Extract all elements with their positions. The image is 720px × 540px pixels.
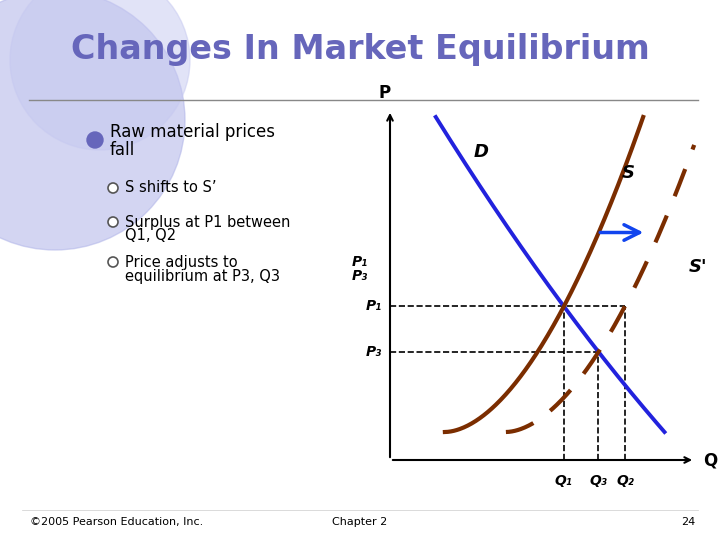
Text: Surplus at P1 between: Surplus at P1 between (125, 214, 290, 230)
Circle shape (0, 0, 185, 250)
Text: Price adjusts to: Price adjusts to (125, 254, 238, 269)
Circle shape (108, 217, 118, 227)
Text: Q: Q (703, 451, 717, 469)
Text: Raw material prices: Raw material prices (110, 123, 275, 141)
Text: P: P (379, 84, 391, 102)
Text: S: S (621, 164, 634, 182)
Text: Q₂: Q₂ (616, 474, 634, 488)
Text: S shifts to S’: S shifts to S’ (125, 180, 217, 195)
Text: Q₁: Q₁ (555, 474, 573, 488)
Text: Chapter 2: Chapter 2 (333, 517, 387, 527)
Text: P₁: P₁ (366, 299, 382, 313)
Circle shape (10, 0, 190, 150)
Circle shape (108, 183, 118, 193)
Text: Changes In Market Equilibrium: Changes In Market Equilibrium (71, 33, 649, 66)
Text: Q₃: Q₃ (590, 474, 608, 488)
FancyArrowPatch shape (600, 225, 639, 240)
Text: P₁: P₁ (352, 255, 368, 269)
Text: P₃: P₃ (352, 269, 368, 283)
Text: S': S' (689, 259, 707, 276)
Circle shape (87, 132, 103, 148)
Text: D: D (474, 143, 489, 161)
Text: 24: 24 (680, 517, 695, 527)
Text: equilibrium at P3, Q3: equilibrium at P3, Q3 (125, 268, 280, 284)
Text: Q1, Q2: Q1, Q2 (125, 228, 176, 244)
Circle shape (108, 257, 118, 267)
Text: ©2005 Pearson Education, Inc.: ©2005 Pearson Education, Inc. (30, 517, 203, 527)
Text: P₃: P₃ (366, 345, 382, 359)
Text: fall: fall (110, 141, 135, 159)
